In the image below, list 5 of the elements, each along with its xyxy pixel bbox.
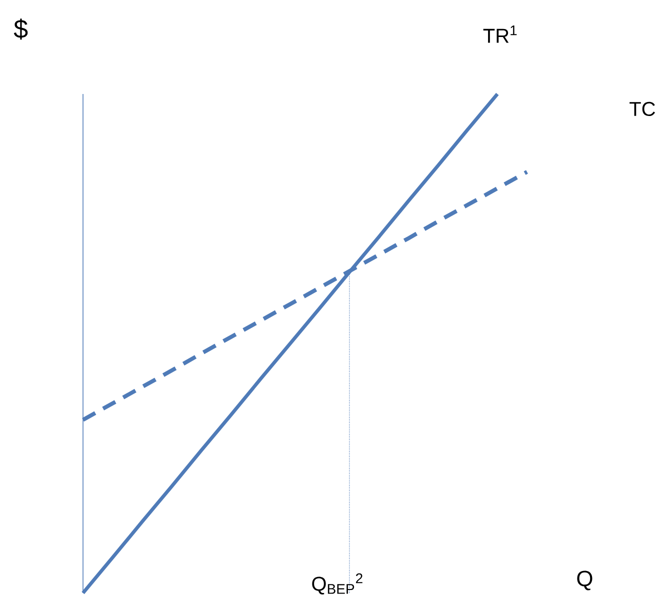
x-axis-title: Q <box>577 570 592 590</box>
y-axis-title: $ <box>14 18 28 40</box>
text: TR$^{1}$ <box>483 26 517 43</box>
annotation: Q$_{BEP}$2 <box>312 573 362 594</box>
text: TC <box>630 102 656 116</box>
